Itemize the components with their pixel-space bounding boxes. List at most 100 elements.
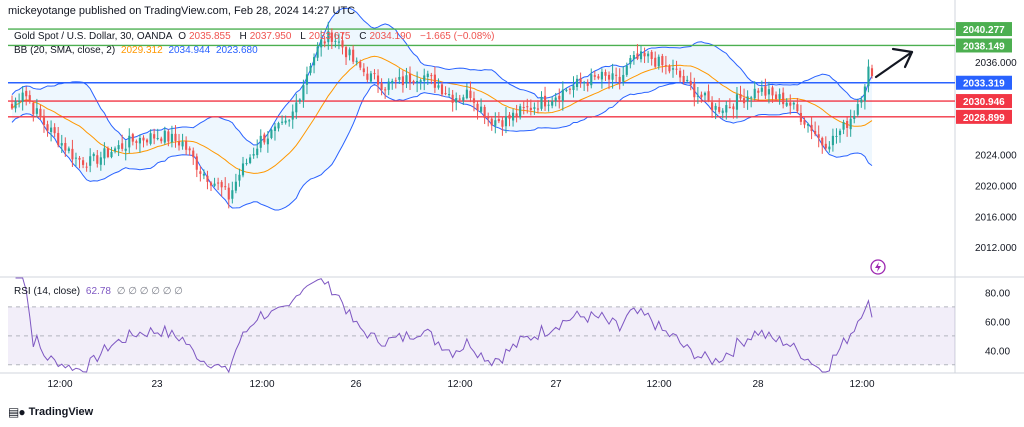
candle-body: [796, 104, 799, 112]
candle-body: [711, 102, 714, 111]
level-tag-label: 2033.319: [963, 79, 1005, 90]
candle-body: [444, 93, 447, 95]
candle-body: [480, 106, 483, 112]
candle-body: [384, 89, 387, 91]
candle-body: [846, 120, 849, 128]
candle-body: [412, 81, 415, 84]
candle-body: [99, 157, 102, 165]
time-tick-label: 23: [151, 379, 163, 390]
candle-body: [764, 86, 767, 96]
candle-body: [565, 89, 568, 91]
candle-body: [455, 98, 458, 103]
candle-body: [298, 99, 301, 102]
candle-body: [551, 101, 554, 106]
bb-lower-value: 2023.680: [215, 45, 258, 56]
candle-body: [693, 83, 696, 98]
price-tick-label: 2016.000: [975, 212, 1017, 223]
bb-legend: BB (20, SMA, close, 2) 2029.312 2034.944…: [14, 45, 261, 56]
candle-body: [21, 92, 24, 102]
candle-body: [256, 148, 259, 156]
candle-body: [732, 106, 735, 110]
candle-body: [735, 94, 739, 110]
candle-body: [632, 55, 635, 60]
candle-body: [408, 73, 412, 83]
candle-body: [160, 138, 163, 142]
candle-body: [629, 58, 632, 65]
candle-body: [547, 104, 550, 106]
candle-body: [476, 103, 479, 111]
level-tag: [956, 94, 1012, 109]
candle-body: [167, 131, 170, 142]
candle-body: [263, 134, 266, 143]
candle-body: [472, 98, 476, 103]
tradingview-logo[interactable]: ▤● TradingView: [8, 405, 93, 419]
candle-body: [170, 133, 173, 143]
candle-body: [348, 49, 351, 56]
candle-body: [380, 82, 383, 90]
candle-body: [266, 138, 269, 145]
candle-body: [124, 148, 127, 151]
candle-body: [806, 123, 810, 126]
rsi-label: RSI (14, close): [14, 286, 81, 297]
candle-body: [767, 89, 771, 95]
candle-body: [533, 107, 536, 109]
level-tag: [956, 22, 1012, 37]
candle-body: [39, 108, 42, 118]
price-tick-label: 2012.000: [975, 243, 1017, 254]
rsi-tick-label: 40.00: [985, 346, 1010, 357]
candle-body: [398, 76, 401, 80]
candle-body: [586, 82, 589, 86]
candle-body: [824, 143, 827, 149]
candle-body: [305, 74, 309, 85]
candle-body: [74, 157, 78, 159]
candle-body: [554, 97, 557, 102]
candle-body: [430, 75, 433, 77]
candle-body: [725, 105, 728, 113]
candle-body: [273, 126, 277, 131]
candle-body: [543, 95, 547, 107]
candle-body: [718, 106, 721, 112]
candle-body: [639, 51, 643, 60]
bb-upper-value: 2034.944: [168, 45, 211, 56]
candle-body: [149, 133, 152, 144]
arrow-head: [891, 47, 914, 69]
candle-body: [689, 80, 692, 86]
candle-body: [316, 46, 319, 58]
candle-body: [647, 53, 650, 57]
candle-body: [458, 98, 461, 100]
candle-body: [469, 90, 472, 98]
candle-body: [462, 97, 465, 101]
candle-body: [622, 74, 625, 82]
candle-body: [860, 99, 863, 103]
candle-body: [561, 89, 564, 102]
candle-body: [501, 120, 504, 127]
candle-body: [163, 130, 166, 143]
candle-body: [664, 65, 667, 67]
candle-body: [188, 148, 191, 151]
candle-body: [25, 90, 28, 97]
candle-body: [590, 74, 593, 86]
candle-body: [309, 66, 312, 73]
candle-body: [284, 120, 287, 123]
candle-body: [849, 118, 852, 130]
candle-body: [426, 73, 429, 77]
price-change: −1.665 (−0.08%): [420, 31, 495, 42]
price-tick-label: 2020.000: [975, 182, 1017, 193]
time-tick-label: 12:00: [646, 379, 671, 390]
candle-body: [92, 153, 95, 157]
candle-body: [696, 95, 699, 97]
candle-body: [568, 88, 571, 90]
candle-body: [220, 181, 223, 188]
flash-icon-bolt: [875, 262, 881, 272]
candle-body: [277, 123, 280, 129]
candle-body: [821, 137, 824, 146]
level-tag-label: 2038.149: [963, 41, 1005, 52]
candle-body: [362, 68, 365, 73]
candle-body: [320, 39, 323, 48]
candle-body: [131, 134, 134, 142]
candle-body: [437, 85, 440, 88]
candle-body: [270, 129, 273, 138]
candle-body: [433, 74, 436, 88]
flash-icon: [870, 259, 886, 275]
